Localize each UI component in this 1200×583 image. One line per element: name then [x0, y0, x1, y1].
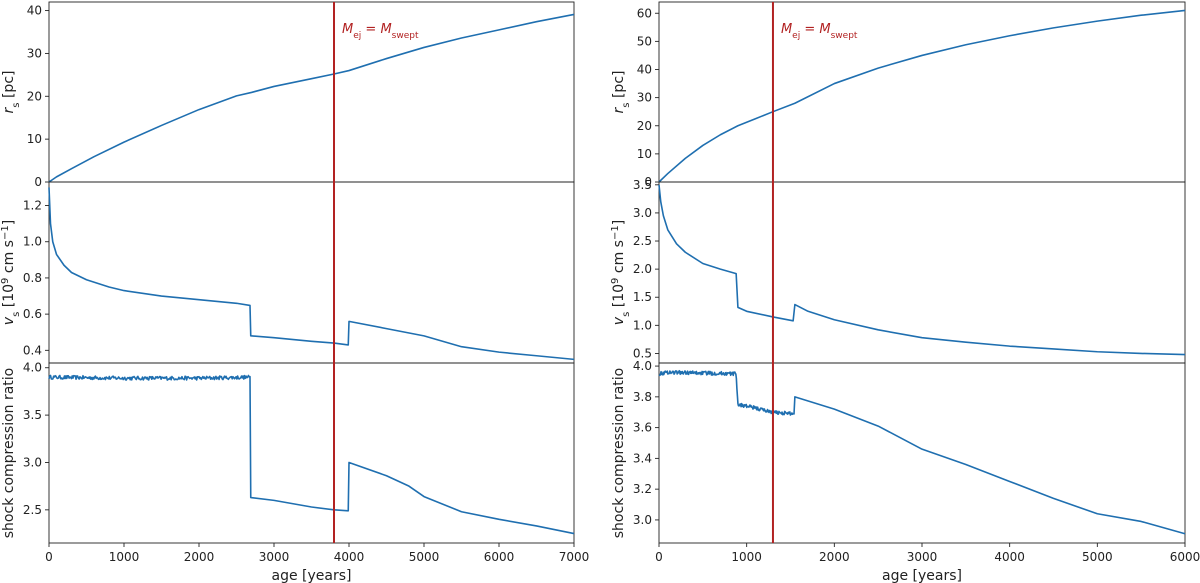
x-tick-label-0-0: 0 — [45, 550, 53, 564]
x-tick-label-0-1: 1000 — [109, 550, 140, 564]
series-line-1-0 — [658, 9, 1186, 183]
y-tick-label-1-1-1: 1.0 — [633, 318, 652, 332]
y-tick-label-0-0-1: 10 — [27, 132, 42, 146]
marker-annotation-1: Mej = Mswept — [781, 22, 858, 41]
y-tick-label-0-2-2: 3.5 — [23, 408, 42, 422]
y-tick-label-1-0-4: 40 — [637, 63, 652, 77]
x-axis-label-0: age [years] — [272, 568, 352, 583]
y-axis-label-0-1: vs [109 cm s−1] — [0, 220, 22, 325]
x-tick-label-1-3: 3000 — [907, 550, 938, 564]
y-tick-label-1-2-2: 3.4 — [633, 451, 652, 465]
y-axis-label-1-0: rs [pc] — [611, 71, 632, 114]
x-tick-label-1-6: 6000 — [1170, 550, 1200, 564]
y-tick-label-1-0-1: 10 — [637, 147, 652, 161]
y-tick-label-1-1-5: 3.0 — [633, 206, 652, 220]
y-tick-label-1-0-3: 30 — [637, 91, 652, 105]
y-tick-label-1-2-5: 4.0 — [633, 359, 652, 373]
right-panel: 0 10 20 30 40 50 60 rs [pc] 0.5 1.0 1.5 2.0 2.5 3.0 3.… — [610, 1, 1200, 583]
series-line-0-0 — [48, 13, 575, 183]
y-tick-label-1-1-2: 1.5 — [633, 290, 652, 304]
y-axis-label-0-2: shock compression ratio — [1, 368, 17, 538]
x-tick-label-1-2: 2000 — [819, 550, 850, 564]
x-tick-label-0-2: 2000 — [184, 550, 215, 564]
x-tick-label-0-4: 4000 — [334, 550, 365, 564]
x-tick-label-0-5: 5000 — [409, 550, 440, 564]
x-tick-label-0-6: 6000 — [484, 550, 515, 564]
y-tick-label-1-1-0: 0.5 — [633, 346, 652, 360]
y-tick-label-0-0-0: 0 — [34, 175, 42, 189]
y-tick-label-0-0-3: 30 — [27, 46, 42, 60]
y-tick-label-1-2-0: 3.0 — [633, 513, 652, 527]
y-tick-label-1-1-4: 2.5 — [633, 234, 652, 248]
y-tick-label-1-2-4: 3.8 — [633, 390, 652, 404]
y-tick-label-1-1-6: 3.5 — [633, 178, 652, 192]
y-tick-label-0-0-4: 40 — [27, 4, 42, 18]
x-tick-label-1-1: 1000 — [731, 550, 762, 564]
x-tick-label-1-5: 5000 — [1082, 550, 1113, 564]
y-tick-label-1-2-1: 3.2 — [633, 482, 652, 496]
x-tick-label-1-4: 4000 — [994, 550, 1025, 564]
x-axis-label-1: age [years] — [882, 568, 962, 583]
y-axis-label-1-2: shock compression ratio — [611, 368, 627, 538]
x-tick-label-0-7: 7000 — [559, 550, 590, 564]
series-line-0-2 — [48, 374, 575, 535]
y-tick-label-0-1-1: 0.6 — [23, 307, 42, 321]
y-tick-label-0-2-0: 2.5 — [23, 503, 42, 517]
marker-annotation-0: Mej = Mswept — [342, 22, 419, 41]
x-tick-label-1-0: 0 — [655, 550, 663, 564]
x-tick-label-0-3: 3000 — [259, 550, 290, 564]
y-tick-label-1-0-5: 50 — [637, 34, 652, 48]
left-panel: 0 10 20 30 40 rs [pc] 0.4 0.6 0.8 1.0 1.2vs [109 c… — [0, 1, 590, 583]
subplot-frame-1-0 — [658, 1, 1186, 183]
y-tick-label-0-1-2: 0.8 — [23, 271, 42, 285]
subplot-frame-1-1 — [658, 181, 1186, 364]
series-line-1-2 — [658, 369, 1186, 535]
y-axis-label-0-0: rs [pc] — [1, 71, 22, 114]
subplot-frame-0-1 — [48, 181, 575, 364]
y-tick-label-0-2-1: 3.0 — [23, 455, 42, 469]
y-tick-label-0-1-4: 1.2 — [23, 199, 42, 213]
y-tick-label-1-0-0: 0 — [644, 175, 652, 189]
y-axis-label-1-1: vs [109 cm s−1] — [610, 220, 632, 325]
y-tick-label-1-1-3: 2.0 — [633, 262, 652, 276]
y-tick-label-0-1-3: 1.0 — [23, 235, 42, 249]
y-tick-label-0-1-0: 0.4 — [23, 343, 42, 357]
series-line-0-1 — [48, 187, 575, 361]
subplot-frame-0-2 — [48, 362, 575, 544]
y-tick-label-0-0-2: 20 — [27, 89, 42, 103]
y-tick-label-1-0-2: 20 — [637, 119, 652, 133]
y-tick-label-1-0-6: 60 — [637, 6, 652, 20]
y-tick-label-0-2-3: 4.0 — [23, 361, 42, 375]
y-tick-label-1-2-3: 3.6 — [633, 421, 652, 435]
subplot-frame-0-0 — [48, 1, 575, 183]
series-line-1-1 — [658, 184, 1186, 356]
